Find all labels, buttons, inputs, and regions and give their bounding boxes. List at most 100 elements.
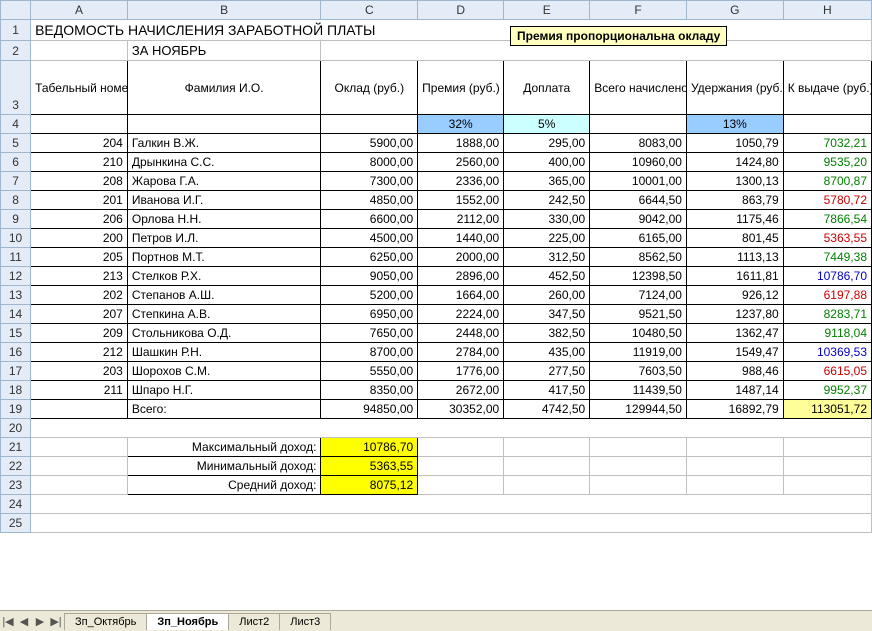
cell[interactable] (31, 457, 128, 476)
percent-deduct[interactable]: 13% (686, 115, 783, 134)
cell[interactable] (31, 115, 128, 134)
total-G[interactable]: 16892,79 (686, 400, 783, 419)
row-header[interactable]: 9 (1, 210, 31, 229)
cell[interactable] (31, 41, 128, 61)
cell-total[interactable]: 12398,50 (590, 267, 687, 286)
header-deductions[interactable]: Удержания (руб.) (686, 61, 783, 115)
cell[interactable] (504, 457, 590, 476)
cell-total[interactable]: 9521,50 (590, 305, 687, 324)
row-header[interactable]: 1 (1, 20, 31, 41)
col-header-F[interactable]: F (590, 1, 687, 20)
header-total[interactable]: Всего начислено (руб.) (590, 61, 687, 115)
percent-extra[interactable]: 5% (504, 115, 590, 134)
row-header[interactable]: 13 (1, 286, 31, 305)
total-H[interactable]: 113051,72 (783, 400, 871, 419)
cell-salary[interactable]: 6950,00 (321, 305, 418, 324)
cell-tabno[interactable]: 201 (31, 191, 128, 210)
row-header[interactable]: 12 (1, 267, 31, 286)
cell-deduct[interactable]: 1237,80 (686, 305, 783, 324)
cell-salary[interactable]: 4850,00 (321, 191, 418, 210)
summary-value[interactable]: 5363,55 (321, 457, 418, 476)
row-header[interactable]: 24 (1, 495, 31, 514)
col-header-D[interactable]: D (418, 1, 504, 20)
cell-total[interactable]: 10480,50 (590, 324, 687, 343)
cell[interactable] (418, 457, 504, 476)
cell[interactable] (590, 115, 687, 134)
row-header[interactable]: 6 (1, 153, 31, 172)
cell-tabno[interactable]: 205 (31, 248, 128, 267)
cell-deduct[interactable]: 1611,81 (686, 267, 783, 286)
cell-tabno[interactable]: 209 (31, 324, 128, 343)
cell-deduct[interactable]: 988,46 (686, 362, 783, 381)
col-header-G[interactable]: G (686, 1, 783, 20)
cell-payout[interactable]: 6615,05 (783, 362, 871, 381)
spreadsheet-grid[interactable]: A B C D E F G H 1 ВЕДОМОСТЬ НАЧИСЛЕНИЯ З… (0, 0, 872, 533)
cell-tabno[interactable]: 208 (31, 172, 128, 191)
cell-tabno[interactable]: 202 (31, 286, 128, 305)
row-header[interactable]: 19 (1, 400, 31, 419)
cell[interactable] (783, 438, 871, 457)
cell-tabno[interactable]: 210 (31, 153, 128, 172)
cell[interactable] (783, 476, 871, 495)
cell-name[interactable]: Дрынкина С.С. (127, 153, 321, 172)
cell[interactable] (31, 514, 872, 533)
cell-extra[interactable]: 330,00 (504, 210, 590, 229)
cell-total[interactable]: 10960,00 (590, 153, 687, 172)
cell-name[interactable]: Степанов А.Ш. (127, 286, 321, 305)
cell-name[interactable]: Шпаро Н.Г. (127, 381, 321, 400)
cell-tabno[interactable]: 200 (31, 229, 128, 248)
cell-total[interactable]: 6644,50 (590, 191, 687, 210)
cell-deduct[interactable]: 1487,14 (686, 381, 783, 400)
cell-extra[interactable]: 452,50 (504, 267, 590, 286)
row-header[interactable]: 8 (1, 191, 31, 210)
cell-name[interactable]: Шорохов С.М. (127, 362, 321, 381)
cell-salary[interactable]: 8700,00 (321, 343, 418, 362)
header-extra[interactable]: Доплата (504, 61, 590, 115)
summary-label[interactable]: Максимальный доход: (127, 438, 321, 457)
cell-salary[interactable]: 6250,00 (321, 248, 418, 267)
cell[interactable] (590, 457, 687, 476)
summary-label[interactable]: Минимальный доход: (127, 457, 321, 476)
cell-bonus[interactable]: 1776,00 (418, 362, 504, 381)
cell-name[interactable]: Петров И.Л. (127, 229, 321, 248)
select-all-corner[interactable] (1, 1, 31, 20)
cell-payout[interactable]: 7866,54 (783, 210, 871, 229)
cell-tabno[interactable]: 207 (31, 305, 128, 324)
cell-payout[interactable]: 10369,53 (783, 343, 871, 362)
cell[interactable] (418, 476, 504, 495)
cell-payout[interactable]: 5780,72 (783, 191, 871, 210)
cell-bonus[interactable]: 2896,00 (418, 267, 504, 286)
summary-value[interactable]: 10786,70 (321, 438, 418, 457)
row-header[interactable]: 16 (1, 343, 31, 362)
cell-extra[interactable]: 277,50 (504, 362, 590, 381)
cell-payout[interactable]: 9118,04 (783, 324, 871, 343)
cell-deduct[interactable]: 801,45 (686, 229, 783, 248)
cell-payout[interactable]: 7449,38 (783, 248, 871, 267)
cell-salary[interactable]: 5900,00 (321, 134, 418, 153)
cell-total[interactable]: 6165,00 (590, 229, 687, 248)
row-header[interactable]: 21 (1, 438, 31, 457)
header-salary[interactable]: Оклад (руб.) (321, 61, 418, 115)
cell-total[interactable]: 10001,00 (590, 172, 687, 191)
total-label[interactable]: Всего: (127, 400, 321, 419)
cell-tabno[interactable]: 204 (31, 134, 128, 153)
row-header[interactable]: 11 (1, 248, 31, 267)
cell-extra[interactable]: 400,00 (504, 153, 590, 172)
cell-tabno[interactable]: 203 (31, 362, 128, 381)
cell[interactable] (783, 115, 871, 134)
sheet-tab[interactable]: Зп_Октябрь (64, 613, 147, 630)
cell-salary[interactable]: 6600,00 (321, 210, 418, 229)
cell[interactable] (686, 476, 783, 495)
cell-total[interactable]: 8562,50 (590, 248, 687, 267)
cell-deduct[interactable]: 1050,79 (686, 134, 783, 153)
total-E[interactable]: 4742,50 (504, 400, 590, 419)
row-header[interactable]: 10 (1, 229, 31, 248)
cell-payout[interactable]: 9535,20 (783, 153, 871, 172)
cell-tabno[interactable]: 206 (31, 210, 128, 229)
cell-extra[interactable]: 365,00 (504, 172, 590, 191)
cell-deduct[interactable]: 863,79 (686, 191, 783, 210)
cell-salary[interactable]: 5550,00 (321, 362, 418, 381)
cell-bonus[interactable]: 1440,00 (418, 229, 504, 248)
cell-deduct[interactable]: 1424,80 (686, 153, 783, 172)
header-tabno[interactable]: Табельный номер (31, 61, 128, 115)
